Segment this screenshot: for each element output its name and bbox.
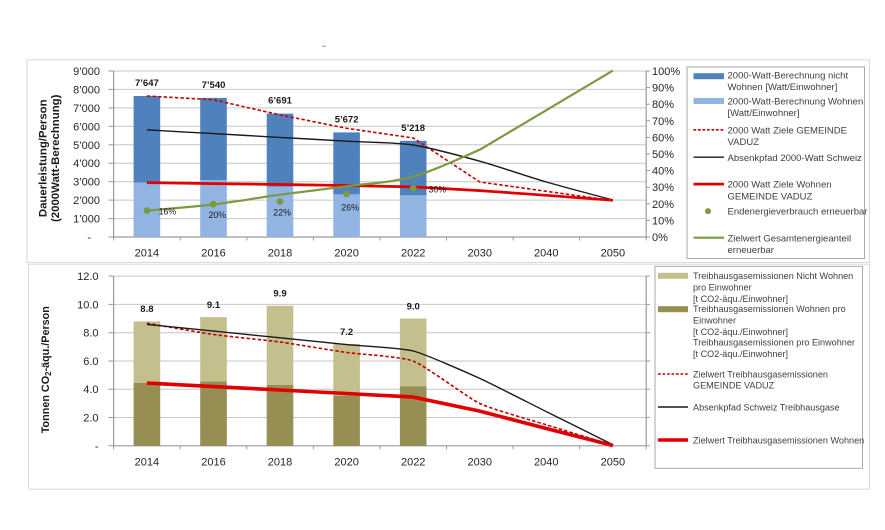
svg-text:10.0: 10.0 — [77, 299, 98, 311]
svg-text:30%: 30% — [652, 182, 674, 194]
svg-text:20%: 20% — [652, 199, 674, 211]
svg-text:pro Einwohner: pro Einwohner — [693, 283, 752, 293]
svg-text:2.0: 2.0 — [83, 413, 98, 425]
svg-text:Zielwert Treibhausgasemissione: Zielwert Treibhausgasemissionen — [693, 369, 828, 379]
svg-text:2016: 2016 — [201, 456, 225, 468]
svg-text:7’647: 7’647 — [135, 78, 159, 89]
svg-text:20%: 20% — [209, 210, 227, 220]
svg-text:erneuerbar: erneuerbar — [728, 245, 774, 256]
svg-text:7.2: 7.2 — [340, 327, 353, 338]
svg-text:60%: 60% — [652, 132, 674, 144]
svg-text:0%: 0% — [652, 232, 668, 244]
svg-text:5’672: 5’672 — [335, 114, 359, 125]
svg-text:10%: 10% — [652, 215, 674, 227]
svg-text:Absenkpfad 2000-Watt Schweiz: Absenkpfad 2000-Watt Schweiz — [728, 153, 863, 164]
svg-text:Endenergieverbrauch erneuerbar: Endenergieverbrauch erneuerbar — [728, 207, 868, 218]
svg-text:6.0: 6.0 — [83, 356, 98, 368]
svg-text:2050: 2050 — [601, 456, 625, 468]
svg-text:[t CO2-äqu./Einwohner]: [t CO2-äqu./Einwohner] — [693, 349, 788, 359]
svg-text:Treibhausgasemissionen pro Ein: Treibhausgasemissionen pro Einwohner — [693, 338, 855, 348]
svg-text:GEMEINDE VADUZ: GEMEINDE VADUZ — [693, 381, 775, 391]
svg-text:-: - — [87, 232, 91, 244]
svg-text:9’000: 9’000 — [73, 66, 100, 78]
svg-text:VADUZ: VADUZ — [728, 137, 760, 148]
svg-text:1’000: 1’000 — [73, 214, 100, 226]
svg-text:8’000: 8’000 — [73, 84, 100, 96]
svg-text:100%: 100% — [652, 66, 680, 78]
svg-text:16%: 16% — [159, 207, 177, 217]
svg-text:30%: 30% — [429, 184, 447, 194]
svg-text:80%: 80% — [652, 99, 674, 111]
svg-text:2016: 2016 — [201, 248, 225, 260]
svg-text:6’691: 6’691 — [268, 96, 292, 107]
svg-text:-: - — [95, 441, 99, 453]
svg-text:2022: 2022 — [401, 456, 425, 468]
svg-text:Treibhausgasemissionen Nicht W: Treibhausgasemissionen Nicht Wohnen — [693, 271, 853, 281]
svg-text:50%: 50% — [652, 149, 674, 161]
svg-text:Zielwert Treibhausgasemissione: Zielwert Treibhausgasemissionen Wohnen — [693, 435, 864, 445]
svg-text:12.0: 12.0 — [77, 271, 98, 283]
svg-text:26%: 26% — [341, 202, 359, 212]
svg-text:Absenkpfad Schweiz Treibhausga: Absenkpfad Schweiz Treibhausgase — [693, 402, 840, 412]
svg-text:22%: 22% — [273, 208, 291, 218]
svg-text:Dauerleistung/Person(2000Watt-: Dauerleistung/Person(2000Watt-Berechnung… — [38, 94, 63, 222]
svg-text:40%: 40% — [652, 166, 674, 178]
svg-text:9.0: 9.0 — [407, 301, 420, 312]
svg-text:GEMEINDE VADUZ: GEMEINDE VADUZ — [728, 191, 813, 202]
svg-text:2000-Watt-Berechnung nicht: 2000-Watt-Berechnung nicht — [728, 71, 849, 82]
svg-text:[Watt/Einwohner]: [Watt/Einwohner] — [728, 108, 800, 119]
svg-text:2018: 2018 — [268, 248, 292, 260]
svg-text:2030: 2030 — [468, 456, 492, 468]
svg-text:8.0: 8.0 — [83, 328, 98, 340]
svg-text:70%: 70% — [652, 116, 674, 128]
svg-text:5’000: 5’000 — [73, 140, 100, 152]
svg-text:2022: 2022 — [401, 248, 425, 260]
svg-text:Wohnen [Watt/Einwohner]: Wohnen [Watt/Einwohner] — [728, 82, 838, 93]
svg-text:2020: 2020 — [334, 456, 358, 468]
svg-text:9.1: 9.1 — [207, 300, 221, 311]
svg-text:5’218: 5’218 — [401, 123, 425, 134]
svg-text:2030: 2030 — [468, 248, 492, 260]
svg-text:2000 Watt Ziele GEMEINDE: 2000 Watt Ziele GEMEINDE — [728, 125, 848, 136]
svg-text:[t CO2-äqu./Einwohner]: [t CO2-äqu./Einwohner] — [693, 327, 788, 337]
svg-text:2014: 2014 — [135, 456, 159, 468]
svg-text:90%: 90% — [652, 83, 674, 95]
svg-text:6’000: 6’000 — [73, 121, 100, 133]
svg-text:Treibhausgasemissionen Wohnen: Treibhausgasemissionen Wohnen pro — [693, 304, 846, 314]
svg-text:2000 Watt Ziele Wohnen: 2000 Watt Ziele Wohnen — [728, 180, 832, 191]
svg-text:2040: 2040 — [534, 456, 558, 468]
svg-text:2018: 2018 — [268, 456, 292, 468]
svg-text:Tonnen CO2-äqu./Person: Tonnen CO2-äqu./Person — [40, 306, 53, 433]
svg-text:8.8: 8.8 — [140, 304, 153, 315]
svg-text:2’000: 2’000 — [73, 195, 100, 207]
svg-text:2020: 2020 — [334, 248, 358, 260]
svg-text:Zielwert Gesamtenergieanteil: Zielwert Gesamtenergieanteil — [728, 233, 852, 244]
svg-text:9.9: 9.9 — [273, 289, 286, 300]
svg-text:4’000: 4’000 — [73, 158, 100, 170]
svg-text:2050: 2050 — [601, 248, 625, 260]
svg-text:Einwohner: Einwohner — [693, 316, 736, 326]
svg-text:[t CO2-äqu./Einwohner]: [t CO2-äqu./Einwohner] — [693, 294, 788, 304]
svg-text:2014: 2014 — [135, 248, 159, 260]
svg-text:2040: 2040 — [534, 248, 558, 260]
svg-text:2000-Watt-Berechnung Wohnen: 2000-Watt-Berechnung Wohnen — [728, 97, 864, 108]
svg-text:7’000: 7’000 — [73, 103, 100, 115]
svg-text:4.0: 4.0 — [83, 384, 98, 396]
svg-text:7’540: 7’540 — [202, 80, 226, 91]
svg-text:3’000: 3’000 — [73, 177, 100, 189]
